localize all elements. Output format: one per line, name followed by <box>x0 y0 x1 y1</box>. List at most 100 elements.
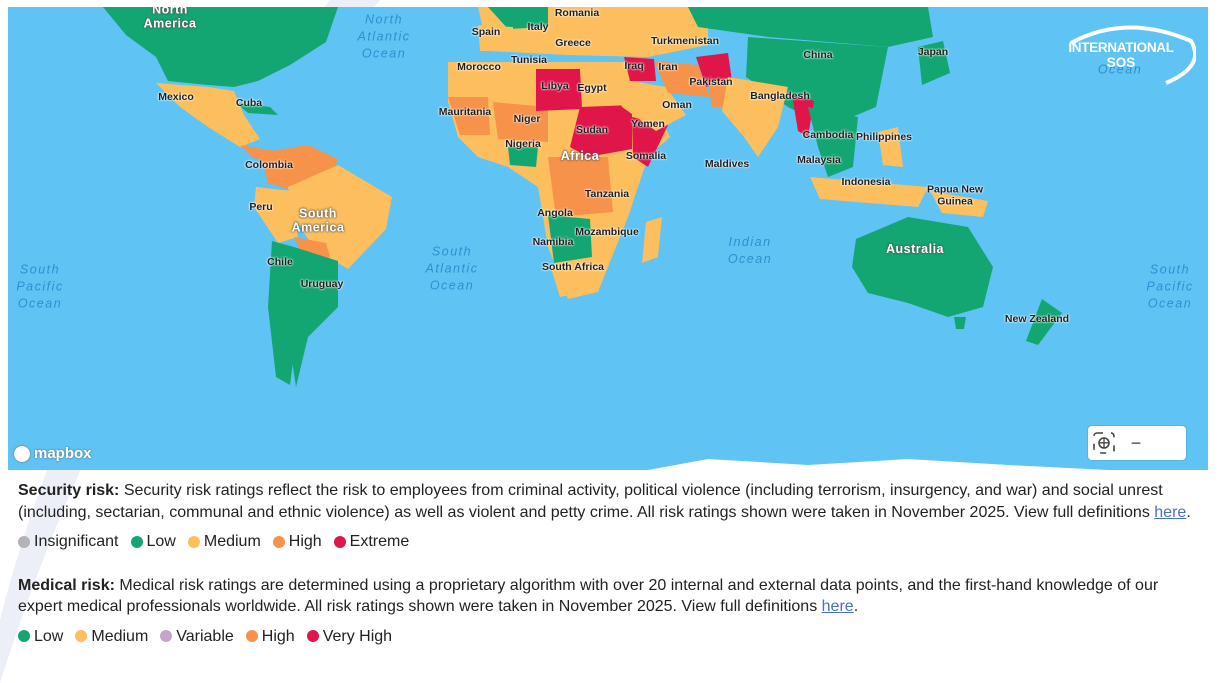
country-label: Greece <box>555 37 591 50</box>
country-label: Maldives <box>704 158 750 171</box>
legend: Insignificant Low Medium High Extreme <box>18 531 1203 553</box>
legend-item: Insignificant <box>18 531 119 553</box>
description-heading: Security risk: <box>18 482 120 499</box>
country-label: Chile <box>267 256 293 269</box>
country-label: Italy <box>527 21 549 34</box>
legend-label: Low <box>146 533 176 550</box>
legend-swatch <box>272 535 285 548</box>
legend-swatch <box>333 535 346 548</box>
country-label: Spain <box>471 26 501 39</box>
legend-swatch <box>18 630 30 643</box>
attribution[interactable]: mapbox <box>14 445 92 462</box>
legend-swatch <box>306 630 319 643</box>
zoom-in[interactable]: + <box>1098 432 1110 453</box>
country-label: Philippines <box>855 131 913 144</box>
country-label: Turkmenistan <box>650 35 720 48</box>
ocean-label: South Atlantic Ocean <box>425 244 479 293</box>
country-label: Romania <box>554 7 600 20</box>
country-label: China <box>803 49 833 62</box>
definitions-link[interactable]: here <box>1154 503 1187 521</box>
logo-text: SOS <box>1106 55 1136 70</box>
legend-swatch <box>18 535 30 548</box>
country-label: Peru <box>249 201 273 214</box>
description-text: Security risk ratings reflect the risk t… <box>18 482 1163 521</box>
country-label: Sudan <box>575 124 609 137</box>
country-label: New Zealand <box>1004 313 1070 326</box>
country-label: Bangladesh <box>750 90 810 103</box>
country-label: Yemen <box>631 118 665 131</box>
description-text: Medical risk ratings are determined usin… <box>18 576 1159 616</box>
ocean-label: North Atlantic Ocean <box>357 12 411 61</box>
legend-item: Low <box>18 626 63 648</box>
legend-swatch <box>187 535 200 548</box>
zoom-controls: + − <box>1088 426 1186 460</box>
legend-item: Extreme <box>333 531 410 553</box>
legend-label: Extreme <box>349 533 410 550</box>
legend-swatch <box>160 630 173 643</box>
country-label: Indonesia <box>841 176 891 189</box>
description: Security risk: Security risk ratings ref… <box>18 480 1203 523</box>
legend-label: Medium <box>91 627 149 645</box>
country-label: Colombia <box>245 159 293 172</box>
map[interactable]: North America South America Africa Australi… <box>8 7 1208 470</box>
country-label: Cuba <box>235 97 263 110</box>
legend-item: High <box>272 531 322 553</box>
legend-item: Low <box>130 531 176 553</box>
definitions-link[interactable]: here <box>821 598 854 615</box>
legend-label: Insignificant <box>34 533 119 550</box>
country-label: Malaysia <box>797 154 841 167</box>
legend-item: Medium <box>75 626 148 648</box>
legend-label: High <box>261 627 295 645</box>
map-shapes <box>103 7 1108 470</box>
country-label: Mozambique <box>575 226 639 239</box>
country-label: Pakistan <box>689 76 733 89</box>
continent-label: Africa <box>560 149 600 164</box>
country-label: Japan <box>917 46 949 59</box>
country-label: Cambodia <box>802 129 854 142</box>
country-label: Angola <box>537 207 573 220</box>
country-label: Morocco <box>457 61 501 74</box>
country-label: Mexico <box>158 91 194 104</box>
legend-section: Security risk: Security risk ratings ref… <box>18 480 1203 669</box>
legend-label: Very High <box>322 627 393 645</box>
description-end: . <box>853 598 859 615</box>
country-label: Nigeria <box>505 138 541 151</box>
legend-label: High <box>288 533 322 550</box>
legend-label: Medium <box>203 533 261 550</box>
country-label: Egypt <box>577 82 607 95</box>
logo: INTERNATIONAL SOS <box>1056 21 1196 87</box>
legend-swatch <box>245 630 258 643</box>
legend-swatch <box>75 630 88 643</box>
country-label: Mauritania <box>438 106 492 119</box>
country-label: South Africa <box>541 261 605 274</box>
legend-label: Variable <box>176 627 234 645</box>
legend-item: Very High <box>306 626 393 648</box>
continent-label: Australia <box>886 242 944 257</box>
description-heading: Medical risk: <box>18 576 115 594</box>
description-end: . <box>1186 503 1191 521</box>
legend-swatch <box>130 535 143 548</box>
legend-item: Variable <box>160 626 234 648</box>
ocean-label: Ocean <box>1097 62 1143 77</box>
country-label: Libya <box>541 80 569 93</box>
legend-item: Medium <box>187 531 261 553</box>
recenter-button[interactable] <box>1088 426 1120 460</box>
country-label: Papua New Guinea <box>926 183 984 207</box>
continent-label: South America <box>291 206 345 234</box>
logo-text: INTERNATIONAL <box>1068 40 1174 55</box>
legend: Low Medium Variable High Very High <box>18 626 1203 648</box>
attribution-text: mapbox <box>34 445 92 462</box>
continent-label: North America <box>143 7 197 30</box>
description: Medical risk: Medical risk ratings are d… <box>18 575 1203 618</box>
zoom-out[interactable]: − <box>1130 432 1142 453</box>
ocean-label: Indian Ocean <box>727 235 773 266</box>
country-label: Tunisia <box>511 54 547 67</box>
country-label: Tanzania <box>584 188 630 201</box>
ocean-label: South Pacific Ocean <box>16 262 64 311</box>
country-label: Oman <box>662 99 692 112</box>
country-label: Iraq <box>624 60 644 73</box>
country-label: Somalia <box>625 150 667 163</box>
country-label: Niger <box>513 113 541 126</box>
ocean-label: South Pacific Ocean <box>1146 262 1194 311</box>
